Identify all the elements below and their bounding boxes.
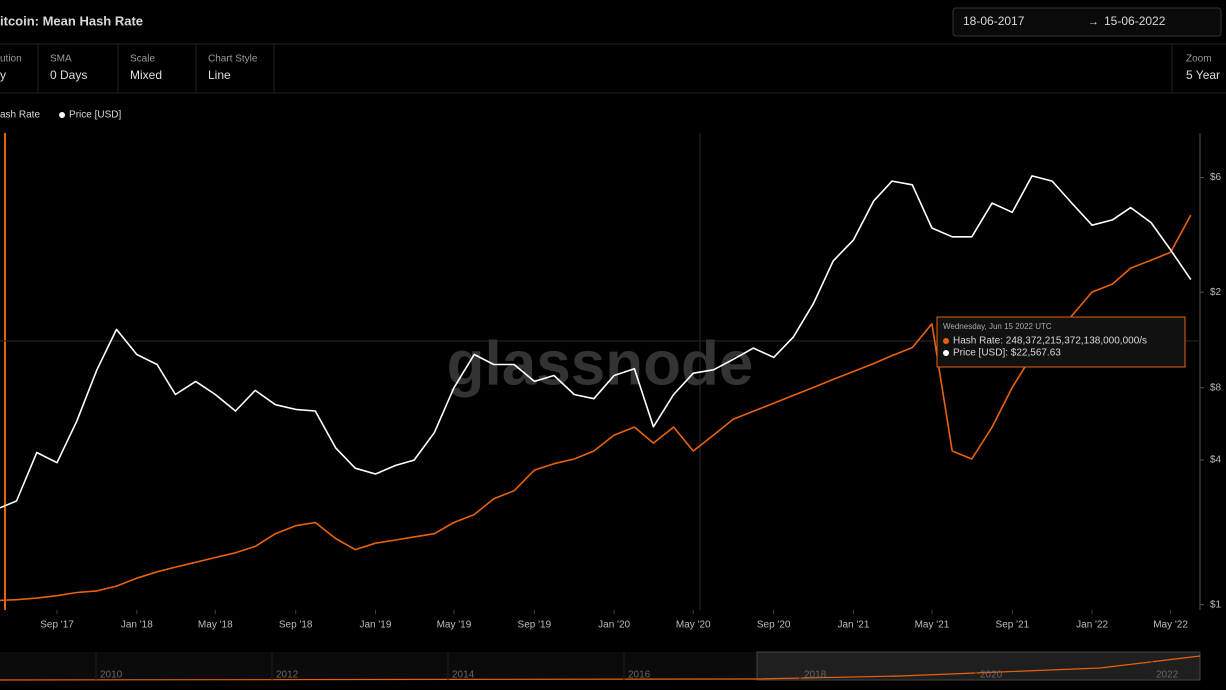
x-tick-label: Jan '21 <box>837 620 869 631</box>
x-tick-label: Sep '21 <box>996 620 1030 631</box>
date-range[interactable] <box>952 7 1222 37</box>
x-tick-label: May '21 <box>915 620 950 631</box>
control-label: Chart Style <box>208 54 258 65</box>
x-tick-label: Sep '20 <box>757 620 791 631</box>
x-tick-label: Sep '19 <box>518 620 552 631</box>
y2-tick-label: $1 <box>1210 599 1222 610</box>
x-tick-label: Jan '22 <box>1076 620 1108 631</box>
x-tick-label: May '20 <box>676 620 711 631</box>
x-tick-label: Jan '19 <box>360 620 392 631</box>
legend-swatch <box>59 112 66 118</box>
x-tick-label: May '22 <box>1153 620 1188 631</box>
arrow: → <box>1088 16 1099 28</box>
navigator-labels: 2010 2012 2014 2016 2018 2020 2022 <box>95 652 1179 681</box>
tooltip-box <box>936 316 1186 368</box>
control-value[interactable]: Mixed <box>130 68 162 82</box>
navigator-label: 2020 <box>980 670 1003 681</box>
tooltip-line: Price [USD]: $22,567.63 <box>953 348 1061 359</box>
tooltip-line: Hash Rate: 248,372,215,372,138,000,000/s <box>953 336 1147 347</box>
x-tick-label: May '18 <box>198 620 233 631</box>
page-title: itcoin: Mean Hash Rate <box>0 13 143 28</box>
y2-tick-label: $6 <box>1210 172 1222 183</box>
navigator-label: 2016 <box>628 670 651 681</box>
zoom-label: Zoom <box>1186 54 1212 65</box>
date-to[interactable]: 15-06-2022 <box>1104 14 1166 28</box>
x-tick-label: Sep '18 <box>279 620 313 631</box>
tooltip-dot <box>943 338 949 344</box>
y2-tick-label: $8 <box>1210 382 1222 393</box>
navigator-window[interactable] <box>756 651 1201 681</box>
series-line <box>0 214 1192 602</box>
x-tick-label: Sep '17 <box>40 620 74 631</box>
tooltip-date: Wednesday, Jun 15 2022 UTC <box>943 322 1052 331</box>
y2-tick-label: $4 <box>1210 455 1222 466</box>
x-tick-label: Jan '18 <box>121 620 153 631</box>
x-tick-label: Jan '20 <box>598 620 630 631</box>
navigator-label: 2014 <box>452 670 475 681</box>
navigator-label: 2022 <box>1156 670 1179 681</box>
y2-tick-label: $2 <box>1210 287 1222 298</box>
control-value[interactable]: 0 Days <box>50 68 87 82</box>
control-label: SMA <box>50 54 72 65</box>
date-from[interactable]: 18-06-2017 <box>963 14 1025 28</box>
navigator-label: 2012 <box>276 670 299 681</box>
plot: Sep '17 Jan '18 May '18 Sep '18 Jan '19 May '… <box>0 172 1222 631</box>
control-label: Scale <box>130 54 155 65</box>
legend-label[interactable]: Price [USD] <box>69 110 121 121</box>
navigator-label: 2010 <box>100 670 123 681</box>
control-value[interactable]: y <box>0 68 6 82</box>
tooltip: Wednesday, Jun 15 2022 UTC Hash Rate: 24… <box>936 316 1186 368</box>
control-value[interactable]: Line <box>208 68 231 82</box>
navigator-line <box>0 655 1201 681</box>
legend: ash Rate Price [USD] <box>0 110 121 121</box>
zoom-value[interactable]: 5 Year <box>1186 68 1220 82</box>
series-line <box>0 175 1192 509</box>
control-label: ution <box>0 54 22 65</box>
tooltip-dot <box>943 350 949 356</box>
navigator-label: 2018 <box>804 670 827 681</box>
x-tick-label: May '19 <box>437 620 472 631</box>
legend-label[interactable]: ash Rate <box>0 110 40 121</box>
controls: ution y SMA 0 Days Scale Mixed Chart Style Line <box>0 44 275 93</box>
